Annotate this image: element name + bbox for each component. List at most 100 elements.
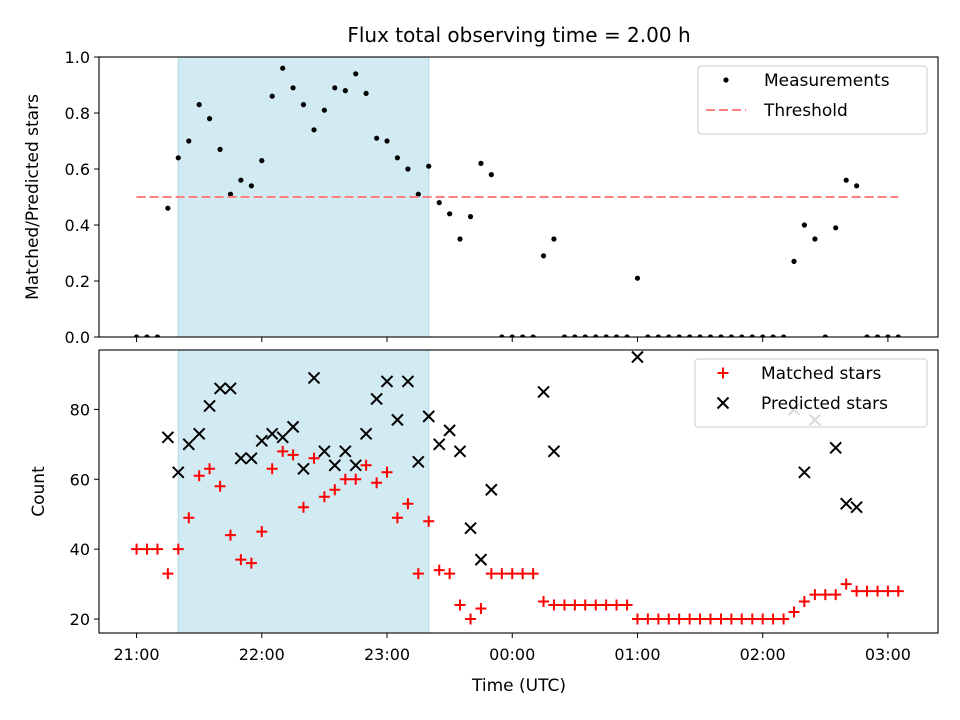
measurement-point [144,334,150,337]
measurement-point [530,334,536,337]
matched-star-point [444,568,456,580]
measurement-point [457,236,463,242]
measurement-point [540,253,547,259]
measurement-point [175,155,181,161]
predicted-star-point [443,424,456,437]
matched-star-point [454,599,466,611]
y-axis-label: Count [29,466,49,517]
chart-title: Flux total observing time = 2.00 h [347,23,690,47]
measurement-point [165,205,171,211]
matched-star-point [183,512,195,524]
predicted-star-point [182,438,195,451]
predicted-star-point [265,427,279,441]
measurement-point [133,334,140,337]
legend-label: Predicted stars [761,394,888,414]
matched-star-point [224,529,236,541]
predicted-star-point [203,399,216,413]
y-tick-label: 0.4 [65,216,90,235]
y-tick-label: 0.0 [65,328,90,347]
legend-x-icon [716,396,730,410]
legend: Matched stars Predicted stars [694,358,928,428]
y-tick-label: 20 [70,610,90,629]
measurement-point [186,138,192,144]
measurement-point [499,334,505,337]
measurement-point [290,85,296,91]
matched-star-point [704,613,716,625]
matched-star-point [715,613,727,625]
measurement-point [227,191,234,197]
matched-star-point [193,470,205,482]
matched-star-point [517,568,529,580]
legend: Measurements Threshold [697,65,928,135]
y-tick-label: 0.8 [65,104,90,123]
matched-star-point [652,613,664,625]
measurement-point [864,334,870,337]
measurement-point [447,211,453,217]
matched-star-point [757,613,769,625]
matched-star-point [329,484,341,496]
measurement-point [645,334,651,337]
measurement-point [780,334,787,337]
matched-star-point [788,606,800,618]
matched-star-point [496,568,508,580]
matched-star-point [600,599,612,611]
matched-star-point [579,599,591,611]
matched-star-point [350,473,362,485]
matched-star-point [371,477,383,489]
measurement-point [624,334,630,337]
matched-star-point [162,568,174,580]
measurement-point [196,102,202,108]
y-axis-label: Matched/Predicted stars [23,94,43,300]
matched-star-point [465,613,477,625]
matched-star-point [423,515,435,527]
legend-label: Matched stars [761,364,881,384]
measurement-point [739,334,745,337]
matched-star-point [433,564,445,576]
predicted-star-point [224,382,237,395]
matched-star-point [840,578,852,590]
predicted-star-point [474,553,488,566]
measurement-point [238,177,244,183]
predicted-star-point [192,427,206,441]
axes-frame [98,349,939,634]
predicted-star-point [161,431,175,444]
matched-star-point [809,589,821,601]
x-tick-label: 22:00 [239,645,285,664]
matched-star-point [548,599,560,611]
matched-star-point [412,568,424,580]
matched-star-point [266,463,278,475]
predicted-star-point [245,452,258,465]
predicted-star-point [485,483,498,496]
matched-star-point [506,568,518,580]
measurement-point [384,138,390,144]
matched-star-point [851,585,863,597]
predicted-star-point [307,371,321,385]
legend-box [694,358,928,428]
x-axis-label: Time (UTC) [471,676,566,696]
measurement-point [572,334,578,337]
measurement-point [718,334,724,337]
matched-star-point [475,603,487,615]
matched-star-point [892,585,904,597]
matched-star-point [151,543,163,555]
matched-star-point [725,613,737,625]
matched-star-point [141,543,153,555]
measurement-point [154,334,161,337]
measurement-point [551,236,557,242]
measurement-point [582,334,588,337]
measurement-point [520,334,526,337]
predicted-star-point [380,375,394,388]
matched-star-point [819,589,831,601]
matched-star-point [318,491,330,503]
measurement-point [561,334,568,337]
measurement-point [728,334,734,337]
matched-star-point [339,473,351,485]
predicted-star-point [850,501,863,514]
measurement-point [478,160,484,166]
matched-star-point [256,526,268,538]
matched-star-point [172,543,184,555]
predicted-star-point [422,410,435,423]
series-measurements [133,65,901,337]
axes-frame [98,56,939,338]
measurement-point [613,334,620,337]
